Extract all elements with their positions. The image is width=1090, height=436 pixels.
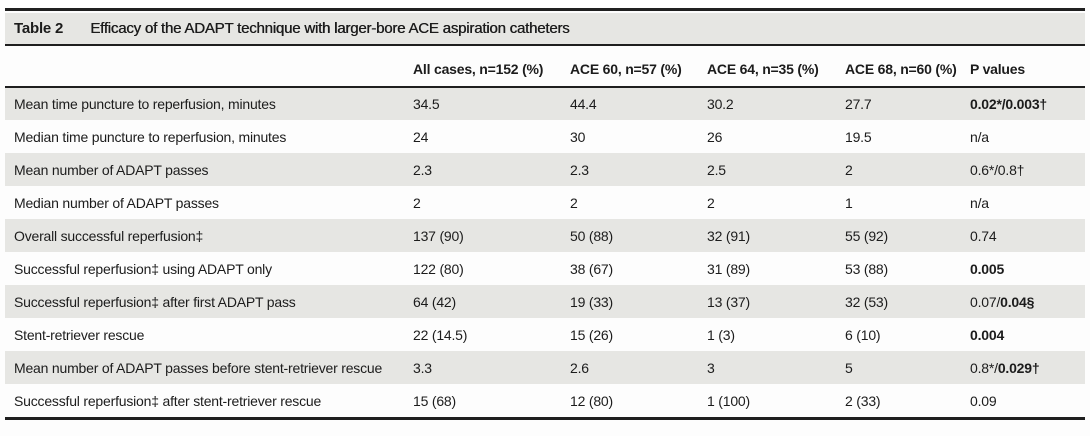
p-value-cell: 0.02*/0.003† bbox=[957, 87, 1085, 120]
row-label: Mean number of ADAPT passes before stent… bbox=[14, 359, 383, 376]
value-cell: 6 (10) bbox=[845, 326, 881, 343]
value-cell: 2.6 bbox=[570, 359, 589, 376]
p-value-cell: 0.005 bbox=[957, 252, 1085, 285]
p-value-segment: 0.8*/ bbox=[970, 359, 998, 376]
value-cell: 22 (14.5) bbox=[413, 326, 468, 343]
table-row: Mean number of ADAPT passes before stent… bbox=[5, 351, 1085, 384]
value-cell: 1 (100) bbox=[707, 392, 750, 409]
value-cell: 3 bbox=[707, 359, 715, 376]
row-label: Median time puncture to reperfusion, min… bbox=[14, 128, 287, 145]
table-figure: Table 2 Efficacy of the ADAPT technique … bbox=[5, 8, 1085, 420]
value-cell: 2 bbox=[845, 161, 853, 178]
value-cell: 5 bbox=[845, 359, 853, 376]
col-header-ace64: ACE 64, n=35 (%) bbox=[694, 46, 832, 88]
value-cell: 32 (53) bbox=[845, 293, 888, 310]
row-label: Successful reperfusion‡ after stent-retr… bbox=[14, 392, 322, 409]
value-cell: 2 bbox=[707, 194, 715, 211]
p-value-segment: n/a bbox=[970, 194, 989, 211]
table-row: Median number of ADAPT passes 2 2 2 1 n/a bbox=[5, 186, 1085, 219]
p-value-cell: 0.6*/0.8† bbox=[957, 153, 1085, 186]
value-cell: 2 bbox=[413, 194, 421, 211]
value-cell: 15 (68) bbox=[413, 392, 456, 409]
p-value-cell: 0.09 bbox=[957, 384, 1085, 417]
p-value-cell: 0.07/0.04§ bbox=[957, 285, 1085, 318]
value-cell: 3.3 bbox=[413, 359, 432, 376]
value-cell: 24 bbox=[413, 128, 429, 145]
value-cell: 13 (37) bbox=[707, 293, 750, 310]
table-row: Mean time puncture to reperfusion, minut… bbox=[5, 87, 1085, 120]
row-label: Stent-retriever rescue bbox=[14, 326, 145, 343]
p-value-cell: n/a bbox=[957, 186, 1085, 219]
value-cell: 2.5 bbox=[707, 161, 726, 178]
p-value-cell: 0.004 bbox=[957, 318, 1085, 351]
value-cell: 15 (26) bbox=[570, 326, 613, 343]
value-cell: 137 (90) bbox=[413, 227, 464, 244]
value-cell: 30 bbox=[570, 128, 586, 145]
col-header-ace68: ACE 68, n=60 (%) bbox=[832, 46, 957, 88]
p-value-segment: 0.004 bbox=[970, 326, 1005, 343]
row-label: Median number of ADAPT passes bbox=[14, 194, 219, 211]
value-cell: 122 (80) bbox=[413, 260, 464, 277]
row-label: Successful reperfusion‡ after first ADAP… bbox=[14, 293, 296, 310]
p-value-segment: 0.005 bbox=[970, 260, 1005, 277]
value-cell: 19.5 bbox=[845, 128, 872, 145]
table-row: Stent-retriever rescue 22 (14.5) 15 (26) 1 … bbox=[5, 318, 1085, 351]
value-cell: 44.4 bbox=[570, 96, 597, 112]
top-rule bbox=[5, 8, 1085, 11]
value-cell: 55 (92) bbox=[845, 227, 888, 244]
table-row: Mean number of ADAPT passes 2.3 2.3 2.5 2 0.6… bbox=[5, 153, 1085, 186]
p-value-segment: 0.04§ bbox=[1000, 293, 1035, 310]
value-cell: 30.2 bbox=[707, 96, 734, 112]
p-value-segment: 0.02*/0.003† bbox=[970, 96, 1048, 112]
row-label: Successful reperfusion‡ using ADAPT only bbox=[14, 260, 272, 277]
p-value-cell: 0.8*/0.029† bbox=[957, 351, 1085, 384]
p-value-segment: 0.6*/0.8† bbox=[970, 161, 1025, 178]
value-cell: 50 (88) bbox=[570, 227, 613, 244]
table-row: Median time puncture to reperfusion, min… bbox=[5, 120, 1085, 153]
caption-divider-rule bbox=[5, 44, 1085, 46]
efficacy-table: All cases, n=152 (%) ACE 60, n=57 (%) AC… bbox=[5, 46, 1085, 417]
col-header-p-values: P values bbox=[957, 46, 1085, 88]
p-value-cell: 0.74 bbox=[957, 219, 1085, 252]
p-value-segment: 0.07/ bbox=[970, 293, 1001, 310]
value-cell: 19 (33) bbox=[570, 293, 613, 310]
bottom-rule bbox=[5, 417, 1085, 420]
value-cell: 1 (3) bbox=[707, 326, 735, 343]
value-cell: 53 (88) bbox=[845, 260, 888, 277]
table-caption-bar: Table 2 Efficacy of the ADAPT technique … bbox=[5, 13, 1085, 44]
col-header-all-cases: All cases, n=152 (%) bbox=[400, 46, 557, 88]
value-cell: 32 (91) bbox=[707, 227, 750, 244]
value-cell: 64 (42) bbox=[413, 293, 456, 310]
table-row: Successful reperfusion‡ after stent-retr… bbox=[5, 384, 1085, 417]
value-cell: 2.3 bbox=[570, 161, 589, 178]
table-row: Successful reperfusion‡ after first ADAP… bbox=[5, 285, 1085, 318]
value-cell: 38 (67) bbox=[570, 260, 613, 277]
value-cell: 12 (80) bbox=[570, 392, 613, 409]
p-value-segment: n/a bbox=[970, 128, 989, 145]
table-body: Mean time puncture to reperfusion, minut… bbox=[5, 87, 1085, 417]
value-cell: 2 bbox=[570, 194, 578, 211]
value-cell: 1 bbox=[845, 194, 853, 211]
value-cell: 31 (89) bbox=[707, 260, 750, 277]
row-label: Mean number of ADAPT passes bbox=[14, 161, 209, 178]
value-cell: 2 (33) bbox=[845, 392, 881, 409]
table-row: Successful reperfusion‡ using ADAPT only… bbox=[5, 252, 1085, 285]
row-label: Mean time puncture to reperfusion, minut… bbox=[14, 96, 276, 112]
col-header-ace60: ACE 60, n=57 (%) bbox=[557, 46, 694, 88]
value-cell: 26 bbox=[707, 128, 723, 145]
table-row: Overall successful reperfusion‡ 137 (90) 5… bbox=[5, 219, 1085, 252]
p-value-segment: 0.74 bbox=[970, 227, 997, 244]
table-header: All cases, n=152 (%) ACE 60, n=57 (%) AC… bbox=[5, 46, 1085, 88]
row-label: Overall successful reperfusion‡ bbox=[14, 227, 204, 244]
col-header-metric bbox=[5, 46, 400, 88]
p-value-segment: 0.09 bbox=[970, 392, 997, 409]
header-row: All cases, n=152 (%) ACE 60, n=57 (%) AC… bbox=[5, 46, 1085, 88]
table-title: Efficacy of the ADAPT technique with lar… bbox=[90, 20, 570, 37]
value-cell: 2.3 bbox=[413, 161, 432, 178]
value-cell: 34.5 bbox=[413, 96, 440, 112]
table-label: Table 2 bbox=[14, 20, 64, 37]
value-cell: 27.7 bbox=[845, 96, 872, 112]
p-value-cell: n/a bbox=[957, 120, 1085, 153]
p-value-segment: 0.029† bbox=[997, 359, 1040, 376]
